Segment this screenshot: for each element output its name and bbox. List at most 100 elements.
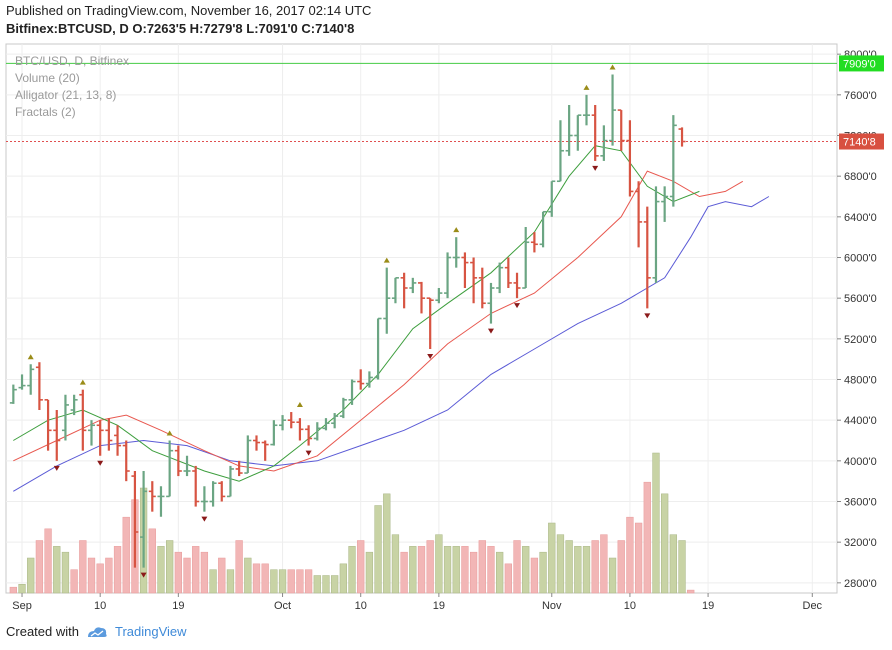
ohlc-bar bbox=[530, 232, 538, 253]
fractal-up-marker bbox=[383, 257, 390, 263]
volume-bar bbox=[469, 551, 478, 594]
y-tick-label: 5200'0 bbox=[844, 334, 877, 346]
ohlc-bar bbox=[591, 105, 599, 161]
volume-bar bbox=[252, 563, 261, 594]
ohlc-bar bbox=[279, 415, 287, 431]
volume-bar bbox=[166, 540, 174, 594]
volume-bar bbox=[626, 516, 634, 594]
volume-bar bbox=[391, 534, 400, 594]
x-tick-label: Oct bbox=[274, 600, 291, 612]
volume-bar bbox=[287, 569, 295, 594]
volume-bar bbox=[209, 569, 217, 594]
volume-bar bbox=[461, 546, 469, 594]
x-tick-label: Dec bbox=[803, 600, 823, 612]
volume-bar bbox=[322, 575, 330, 594]
volume-bar bbox=[53, 546, 61, 594]
tradingview-logo-icon bbox=[87, 626, 107, 637]
fractal-up-marker bbox=[609, 64, 616, 70]
ohlc-bar bbox=[348, 379, 356, 405]
volume-bar bbox=[105, 557, 113, 594]
fractal-down-marker bbox=[644, 313, 651, 319]
y-tick-label: 4000'0 bbox=[844, 456, 877, 468]
volume-bar bbox=[9, 586, 17, 594]
volume-bar bbox=[678, 540, 686, 594]
volume-bar bbox=[148, 528, 156, 594]
volume-bar bbox=[218, 557, 226, 594]
volume-bar bbox=[174, 551, 182, 594]
y-tick-label: 5600'0 bbox=[844, 293, 877, 305]
volume-bar bbox=[530, 557, 539, 594]
ohlc-bar bbox=[9, 384, 17, 404]
volume-bar bbox=[157, 546, 165, 594]
ohlc-bar bbox=[192, 465, 200, 507]
fractal-down-marker bbox=[305, 450, 312, 456]
tradingview-link[interactable]: TradingView bbox=[114, 624, 187, 639]
ohlc-bar bbox=[565, 105, 573, 156]
volume-bar bbox=[261, 563, 269, 594]
ohlc-bar bbox=[574, 114, 582, 151]
volume-bars bbox=[9, 452, 695, 594]
volume-bar bbox=[87, 557, 96, 594]
x-tick-label: 10 bbox=[355, 600, 367, 612]
x-tick-label: 19 bbox=[172, 600, 184, 612]
volume-bar bbox=[235, 540, 243, 594]
volume-bar bbox=[27, 557, 35, 594]
ohlc-bar bbox=[70, 394, 78, 416]
volume-bar bbox=[70, 569, 78, 594]
volume-bar bbox=[591, 540, 599, 594]
volume-bar bbox=[383, 493, 391, 594]
ohlc-bar bbox=[305, 425, 313, 446]
ohlc-bar bbox=[609, 74, 617, 146]
ohlc-bar bbox=[148, 481, 156, 512]
x-tick-label: 19 bbox=[702, 600, 714, 612]
fractal-up-marker bbox=[296, 402, 303, 408]
ohlc-bar bbox=[539, 210, 547, 248]
y-tick-label: 6000'0 bbox=[844, 253, 877, 265]
ohlc-bar bbox=[296, 418, 304, 441]
x-tick-label: Sep bbox=[12, 600, 32, 612]
volume-bar bbox=[634, 522, 643, 594]
y-tick-label: 6800'0 bbox=[844, 171, 877, 183]
volume-bar bbox=[539, 551, 547, 594]
last-price-label: 7140'8 bbox=[843, 137, 876, 149]
legend-item: Alligator (21, 13, 8) bbox=[15, 88, 116, 102]
volume-bar bbox=[643, 481, 651, 594]
level-marker-label: 7909'0 bbox=[843, 58, 876, 70]
axes: 2800'0 3200'0 3600'0 4000'0 4400'0 4800'0 5200… bbox=[12, 49, 884, 612]
ohlc-bar bbox=[96, 420, 104, 456]
ohlc-bar bbox=[652, 186, 660, 283]
volume-bar bbox=[608, 557, 617, 594]
ohlc-bar bbox=[166, 440, 174, 498]
ohlc-bar bbox=[661, 186, 669, 222]
y-tick-label: 6400'0 bbox=[844, 212, 877, 224]
ohlc-bar bbox=[27, 364, 35, 395]
volume-bar bbox=[357, 540, 365, 594]
volume-bar bbox=[192, 546, 200, 594]
volume-bar bbox=[244, 557, 252, 594]
alligator-teeth-line bbox=[13, 170, 744, 472]
ohlc-bar bbox=[218, 481, 226, 502]
indicator-legend: BTC/USD, D, Bitfinex Volume (20) Alligator… bbox=[15, 54, 129, 119]
y-tick-label: 3600'0 bbox=[844, 497, 877, 509]
volume-bar bbox=[504, 563, 512, 594]
ohlc-bar bbox=[270, 420, 278, 446]
volume-bar bbox=[18, 584, 26, 594]
level-marker-box bbox=[839, 55, 884, 72]
ohlc-bar bbox=[35, 362, 43, 410]
volume-bar bbox=[687, 589, 695, 594]
fractal-down-marker bbox=[514, 303, 521, 309]
ohlc-bar bbox=[444, 252, 452, 299]
volume-bar bbox=[348, 546, 356, 594]
volume-bar bbox=[426, 540, 434, 594]
fractal-up-marker bbox=[79, 379, 86, 385]
ohlc-bar bbox=[244, 435, 252, 474]
price-levels bbox=[6, 62, 837, 143]
price-bars bbox=[9, 74, 686, 568]
footer: Created with TradingView bbox=[6, 624, 187, 639]
ohlc-bar bbox=[487, 282, 495, 324]
legend-item: Fractals (2) bbox=[15, 105, 76, 119]
symbol-ohlc-line: Bitfinex:BTCUSD, D O:7263'5 H:7279'8 L:7… bbox=[6, 21, 355, 36]
ohlc-bar bbox=[635, 181, 643, 248]
ohlc-bar bbox=[357, 369, 365, 390]
